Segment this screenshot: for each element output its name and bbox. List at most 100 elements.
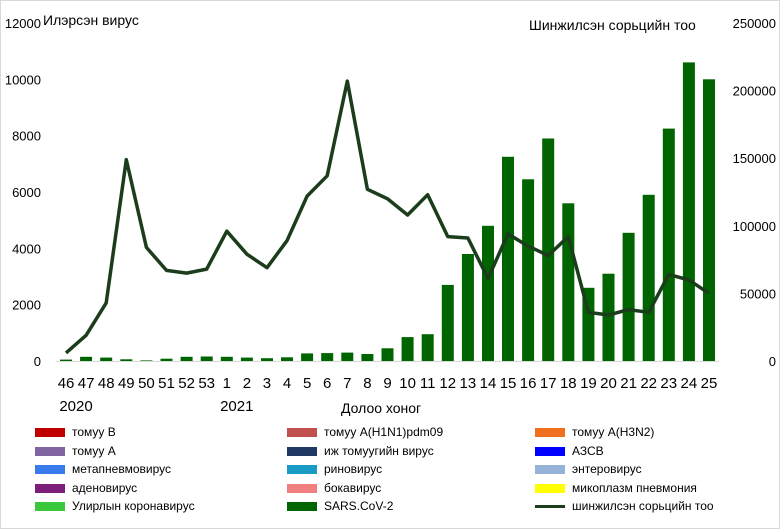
legend-item: шинжилсэн сорьцийн тоо <box>535 499 714 513</box>
legend-item: томуу A(H1N1)pdm09 <box>287 425 443 439</box>
x-tick-label: 22 <box>640 375 657 392</box>
right-tick-label: 50000 <box>740 286 776 301</box>
bar-sars-cov-2 <box>441 284 454 361</box>
x-tick-label: 46 <box>58 375 75 392</box>
legend-item: SARS.CoV-2 <box>287 499 393 513</box>
left-tick-label: 6000 <box>12 185 41 200</box>
legend-label: метапневмовирус <box>72 462 172 476</box>
bar-sars-cov-2 <box>301 353 314 361</box>
bar-sars-cov-2 <box>602 273 615 361</box>
bar-sars-cov-2 <box>200 356 213 361</box>
legend-label: томуу B <box>72 425 116 439</box>
left-tick-label: 10000 <box>5 72 41 87</box>
x-tick-label: 48 <box>98 375 115 392</box>
legend-label: томуу A <box>72 443 116 458</box>
bar-sars-cov-2 <box>321 353 334 361</box>
legend-label: иж томуугийн вирус <box>324 443 434 458</box>
x-tick-label: 11 <box>420 375 436 392</box>
right-tick-label: 250000 <box>733 16 776 31</box>
legend-swatch <box>535 505 565 509</box>
bar-sars-cov-2 <box>100 357 113 361</box>
x-tick-label: 21 <box>620 375 637 392</box>
x-tick-label: 19 <box>580 375 597 392</box>
left-tick-label: 2000 <box>12 298 41 313</box>
bar-sars-cov-2 <box>120 359 133 361</box>
bar-sars-cov-2 <box>562 203 575 361</box>
bar-sars-cov-2 <box>240 357 253 361</box>
bar-sars-cov-2 <box>622 232 635 361</box>
right-tick-label: 0 <box>769 354 776 369</box>
legend-label: SARS.CoV-2 <box>324 499 394 513</box>
legend-swatch <box>35 483 65 493</box>
legend-swatch <box>535 483 565 493</box>
year-label: 2021 <box>220 398 253 415</box>
x-tick-label: 24 <box>681 375 698 392</box>
x-tick-label: 53 <box>198 375 215 392</box>
x-tick-label: 47 <box>78 375 95 392</box>
bar-sars-cov-2 <box>220 356 233 361</box>
right-axis-title: Шинжилсэн сорьцийн тоо <box>529 17 696 33</box>
left-axis-title: Илэрсэн вирус <box>43 12 139 28</box>
bar-sars-cov-2 <box>381 348 394 361</box>
legend-swatch <box>535 428 565 438</box>
x-tick-label: 8 <box>363 375 371 392</box>
left-tick-label: 12000 <box>5 16 41 31</box>
bar-sars-cov-2 <box>341 352 354 361</box>
bar-sars-cov-2 <box>140 360 153 361</box>
line-samples-tested <box>64 79 710 355</box>
legend-label: АЗСВ <box>572 443 604 458</box>
bar-sars-cov-2 <box>461 254 474 361</box>
legend-label: Улирлын коронавирус <box>72 499 195 513</box>
bar-sars-cov-2 <box>502 156 514 361</box>
bar-sars-cov-2 <box>80 356 93 361</box>
bar-sars-cov-2 <box>522 179 535 361</box>
right-tick-label: 150000 <box>733 151 776 166</box>
legend-item: иж томуугийн вирус <box>287 444 434 458</box>
legend-item: томуу B <box>35 425 116 439</box>
left-tick-label: 8000 <box>12 129 41 144</box>
legend-swatch <box>287 446 317 456</box>
x-tick-label: 3 <box>263 375 271 392</box>
legend-swatch <box>535 465 565 475</box>
x-tick-label: 23 <box>660 375 677 392</box>
x-tick-label: 4 <box>283 375 291 392</box>
x-tick-label: 15 <box>500 375 517 392</box>
bar-sars-cov-2 <box>401 337 414 361</box>
x-tick-label: 18 <box>560 375 577 392</box>
legend-label: томуу A(H1N1)pdm09 <box>324 425 444 439</box>
bar-sars-cov-2 <box>281 357 293 361</box>
x-tick-label: 13 <box>460 375 477 392</box>
bar-sars-cov-2 <box>160 358 173 361</box>
legend-item: микоплазм пневмония <box>535 481 697 495</box>
legend-item: томуу A <box>35 444 116 458</box>
x-tick-label: 50 <box>138 375 155 392</box>
legend-swatch <box>287 428 317 438</box>
year-label: 2020 <box>59 398 92 415</box>
bar-sars-cov-2 <box>482 225 494 361</box>
legend-label: аденовирус <box>72 480 138 495</box>
legend-item: томуу A(H3N2) <box>535 425 654 439</box>
bar-sars-cov-2 <box>60 359 72 361</box>
legend-label: риновирус <box>324 462 383 476</box>
legend-item: энтеровирус <box>535 462 642 476</box>
x-tick-label: 12 <box>439 375 456 392</box>
bar-sars-cov-2 <box>421 334 434 361</box>
x-tick-label: 49 <box>118 375 135 392</box>
x-tick-label: 51 <box>158 375 175 392</box>
legend-label: микоплазм пневмония <box>572 480 697 495</box>
legend-swatch <box>287 483 317 493</box>
bar-sars-cov-2 <box>642 194 655 361</box>
legend-swatch <box>35 446 65 456</box>
x-tick-label: 10 <box>399 375 416 392</box>
x-tick-label: 9 <box>383 375 391 392</box>
legend-item: метапневмовирус <box>35 462 171 476</box>
left-tick-label: 0 <box>34 354 41 369</box>
legend-swatch <box>287 502 317 512</box>
legend-label: шинжилсэн сорьцийн тоо <box>572 499 714 513</box>
legend-label: бокавирус <box>324 480 382 495</box>
bar-sars-cov-2 <box>180 356 193 361</box>
legend-swatch <box>35 465 65 475</box>
bar-sars-cov-2 <box>703 79 715 362</box>
